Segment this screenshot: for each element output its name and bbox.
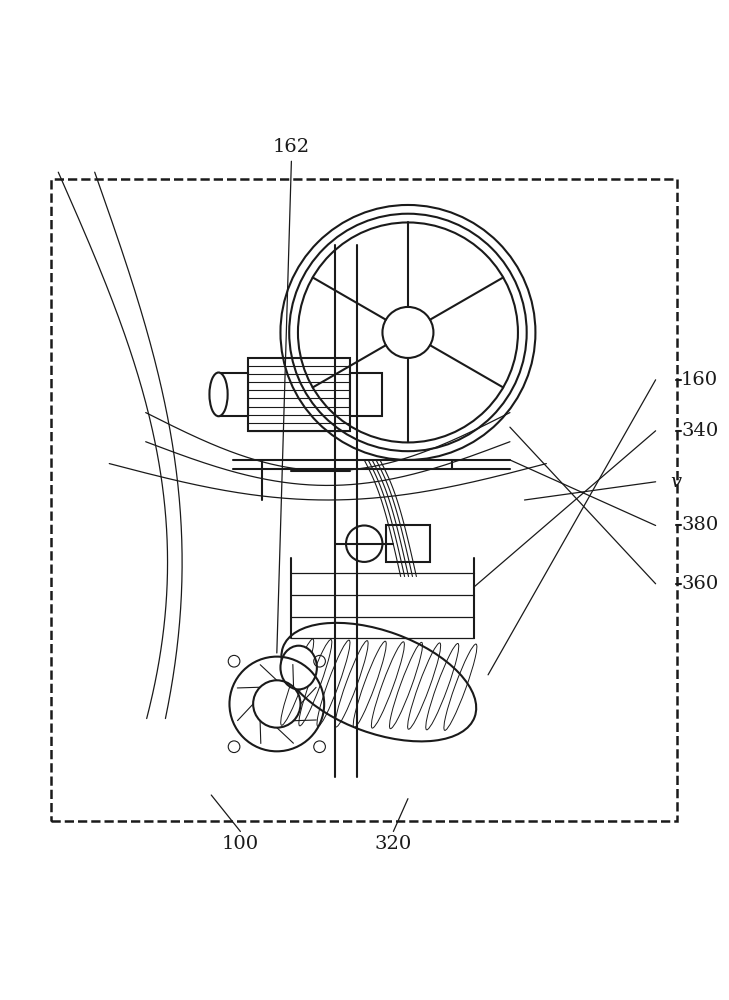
Bar bbox=[386, 525, 430, 562]
Text: 320: 320 bbox=[375, 835, 412, 853]
Text: 360: 360 bbox=[681, 575, 718, 593]
Bar bbox=[350, 373, 383, 416]
Text: 380: 380 bbox=[681, 516, 718, 534]
Bar bbox=[248, 358, 350, 431]
Ellipse shape bbox=[281, 646, 317, 689]
Text: 162: 162 bbox=[273, 138, 310, 156]
Bar bbox=[51, 179, 677, 821]
Text: 340: 340 bbox=[681, 422, 718, 440]
Text: 100: 100 bbox=[222, 835, 259, 853]
Text: v: v bbox=[670, 473, 681, 491]
Bar bbox=[219, 373, 248, 416]
Ellipse shape bbox=[281, 623, 476, 741]
Text: 160: 160 bbox=[681, 371, 718, 389]
Ellipse shape bbox=[209, 373, 227, 416]
